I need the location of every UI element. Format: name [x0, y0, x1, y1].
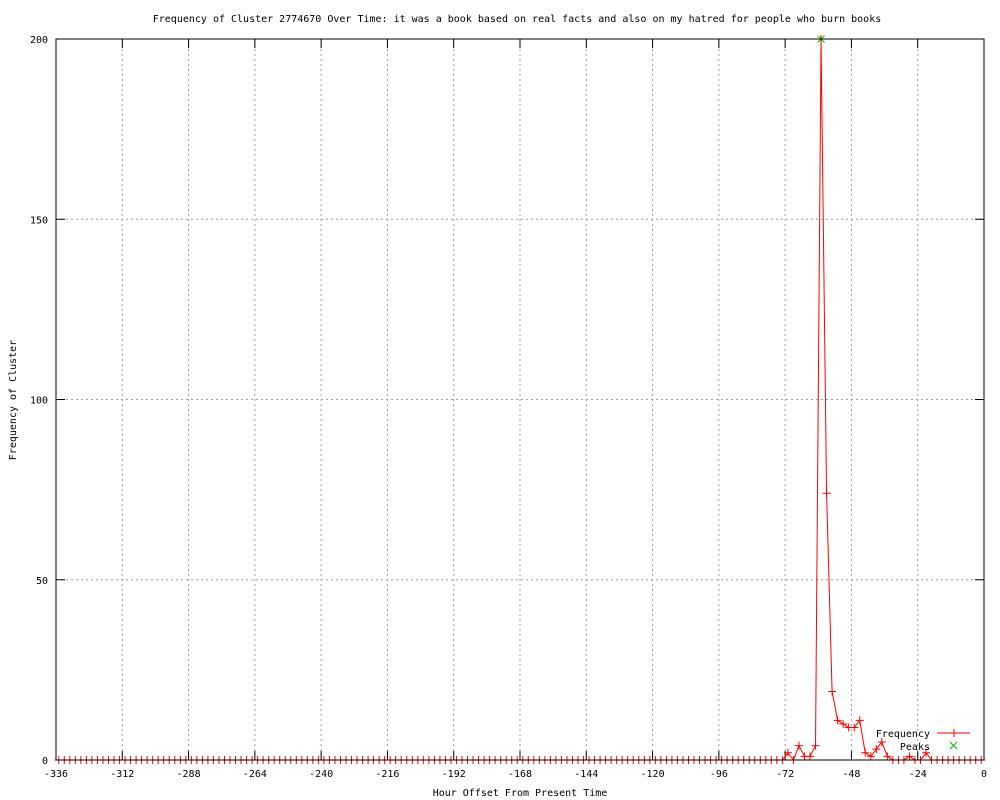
- frequency-point: [877, 737, 886, 746]
- frequency-point: [922, 748, 930, 757]
- frequency-point: [883, 752, 892, 761]
- x-tick-label: 0: [981, 769, 987, 780]
- plot-border: [55, 38, 985, 761]
- x-axis-label: Hour Offset From Present Time: [433, 788, 608, 799]
- x-tick-label: -72: [776, 769, 794, 780]
- y-tick-label: 150: [30, 215, 48, 226]
- frequency-point: [806, 752, 814, 761]
- frequency-point: [861, 748, 870, 757]
- x-tick-label: -312: [110, 769, 134, 780]
- chart-title: Frequency of Cluster 2774670 Over Time: …: [153, 14, 881, 25]
- frequency-point: [872, 745, 881, 754]
- x-tick-label: -288: [177, 769, 201, 780]
- frequency-point: [822, 489, 831, 498]
- legend-marker-peaks: [949, 741, 958, 750]
- y-tick-label: 100: [30, 396, 48, 407]
- x-tick-label: -120: [641, 769, 665, 780]
- x-tick-label: -96: [710, 769, 728, 780]
- y-tick-label: 0: [42, 756, 48, 767]
- x-tick-label: -216: [375, 769, 399, 780]
- frequency-point: [828, 687, 837, 696]
- x-tick-label: -336: [44, 769, 68, 780]
- x-tick-label: -168: [508, 769, 532, 780]
- y-tick-label: 50: [36, 576, 48, 587]
- y-axis-label: Frequency of Cluster: [8, 340, 19, 460]
- frequency-point: [783, 748, 792, 757]
- frequency-point: [855, 716, 864, 725]
- axis-ticks: -336 -312 -288 -264 -240 -216 -192 -168 -144 -120…: [30, 35, 987, 780]
- frequency-point: [905, 752, 914, 761]
- x-tick-label: -48: [842, 769, 860, 780]
- legend-label-frequency: Frequency: [876, 729, 930, 740]
- frequency-point: [866, 752, 875, 761]
- x-tick-label: -264: [243, 769, 267, 780]
- x-tick-label: -24: [909, 769, 927, 780]
- legend-label-peaks: Peaks: [900, 742, 930, 753]
- y-tick-label: 200: [30, 35, 48, 46]
- x-tick-label: -240: [309, 769, 333, 780]
- frequency-point: [839, 719, 848, 728]
- frequency-point: [850, 723, 859, 732]
- legend-marker-frequency: [953, 729, 962, 737]
- grid: [56, 39, 984, 760]
- x-tick-label: -144: [574, 769, 598, 780]
- frequency-point: [833, 716, 842, 725]
- legend: Frequency Peaks: [876, 729, 970, 753]
- x-tick-label: -192: [442, 769, 466, 780]
- frequency-point: [794, 741, 803, 750]
- frequency-point: [811, 741, 820, 750]
